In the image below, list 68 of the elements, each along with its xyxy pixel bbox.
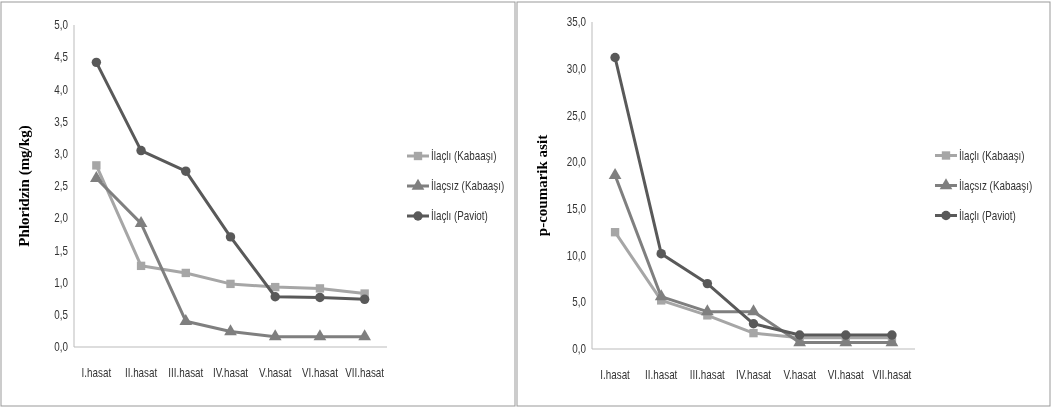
y-tick-label: 0,0 — [54, 340, 68, 354]
point — [610, 52, 620, 63]
x-tick-label: VII.hasat — [872, 368, 912, 382]
y-tick-label: 5,0 — [54, 18, 68, 32]
x-tick-label: III.hasat — [689, 368, 725, 382]
point — [748, 319, 759, 329]
point — [654, 289, 668, 301]
point — [358, 329, 371, 341]
y-tick-label: 2,5 — [54, 179, 68, 193]
x-tick-label: III.hasat — [168, 366, 204, 380]
point — [91, 57, 102, 68]
y-tick-label: 25,0 — [566, 108, 586, 122]
y-tick-label: 4,0 — [54, 82, 68, 96]
x-tick-label: V.hasat — [783, 368, 816, 382]
x-tick-label: II.hasat — [124, 366, 158, 380]
y-tick-label: 2,0 — [54, 211, 68, 225]
point — [313, 329, 327, 341]
point — [136, 261, 146, 271]
y-tick-label: 5,0 — [572, 295, 586, 309]
point — [136, 145, 146, 156]
point — [315, 292, 325, 303]
x-tick-label: II.hasat — [645, 368, 678, 382]
point — [92, 161, 101, 170]
point — [225, 232, 236, 242]
point — [179, 313, 193, 325]
x-tick-label: IV.hasat — [735, 368, 772, 382]
y-tick-label: 35,0 — [566, 15, 586, 29]
point — [610, 228, 620, 237]
point — [702, 278, 713, 289]
x-tick-label: V.hasat — [258, 366, 292, 380]
point — [181, 268, 190, 278]
y-tick-label: 0,5 — [54, 308, 68, 322]
x-tick-label: VI.hasat — [301, 366, 338, 380]
legend-label: İlaçlı (Paviot) — [959, 208, 1016, 222]
y-tick-label: 10,0 — [566, 248, 586, 262]
point — [701, 304, 714, 316]
x-tick-label: VII.hasat — [345, 366, 385, 380]
y-tick-label: 1,5 — [54, 243, 68, 257]
y-tick-label: 3,5 — [54, 114, 68, 128]
legend-label: İlaçlı (Kabaaşı) — [431, 149, 497, 163]
x-tick-label: VI.hasat — [827, 368, 864, 382]
x-tick-label: I.hasat — [600, 368, 630, 382]
point — [359, 294, 370, 305]
y-tick-label: 3,0 — [54, 147, 68, 161]
x-tick-label: I.hasat — [81, 366, 112, 380]
y-tick-label: 20,0 — [566, 155, 586, 169]
point — [315, 284, 325, 293]
y-tick-label: 1,0 — [54, 275, 68, 289]
y-axis-title: p-coumarik asit — [534, 134, 550, 237]
y-tick-label: 0,0 — [572, 342, 586, 356]
legend-label: İlaçlı (Kabaaşı) — [959, 148, 1025, 162]
point — [224, 324, 237, 336]
legend-label: İlaçlı (Paviot) — [431, 209, 488, 223]
x-tick-label: IV.hasat — [212, 366, 249, 380]
point — [749, 328, 758, 338]
y-tick-label: 4,5 — [54, 50, 68, 64]
point — [270, 292, 280, 302]
point — [226, 279, 235, 289]
y-tick-label: 15,0 — [566, 202, 586, 216]
point — [181, 166, 191, 176]
legend-label: İlaçsız (Kabaaşı) — [959, 178, 1033, 192]
legend-label: İlaçsız (Kabaaşı) — [431, 179, 505, 193]
y-tick-label: 30,0 — [566, 61, 586, 76]
point — [268, 329, 282, 341]
point — [134, 216, 148, 228]
point — [747, 304, 760, 316]
y-axis-title: Phloridzin (mg/kg) — [16, 125, 33, 247]
point — [656, 248, 666, 259]
